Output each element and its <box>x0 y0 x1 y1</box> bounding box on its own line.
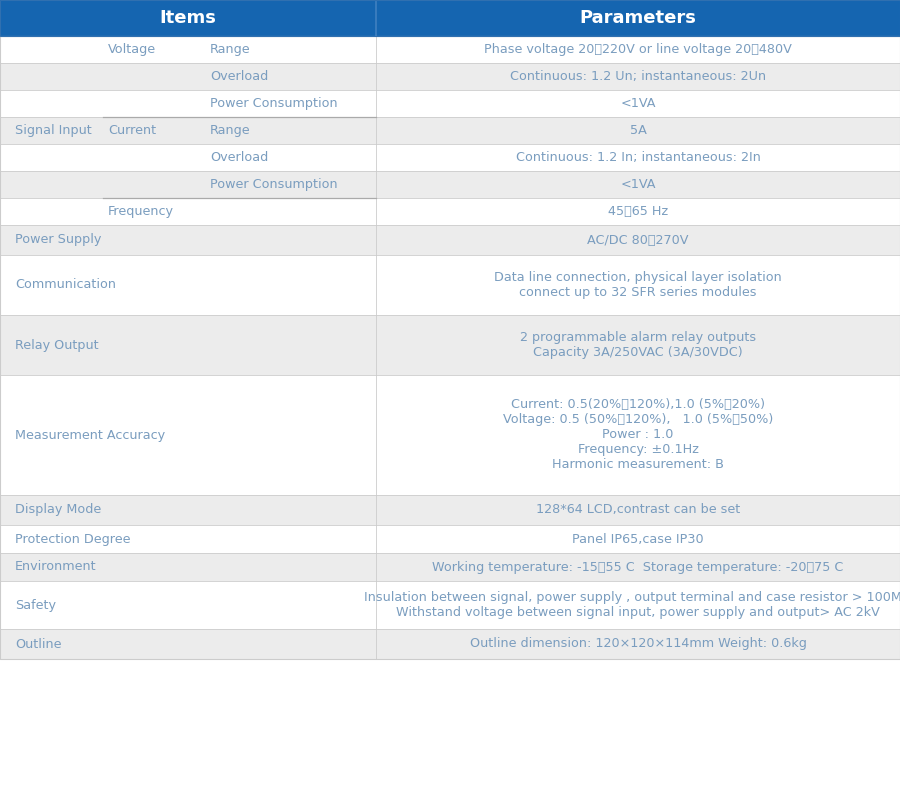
Bar <box>0 36 900 659</box>
Bar <box>0 0 900 36</box>
Text: Power Consumption: Power Consumption <box>210 178 338 191</box>
Text: <1VA: <1VA <box>620 97 656 110</box>
Text: Frequency: ±0.1Hz: Frequency: ±0.1Hz <box>578 443 698 457</box>
Text: Data line connection, physical layer isolation: Data line connection, physical layer iso… <box>494 271 782 284</box>
Bar <box>0 315 900 375</box>
Text: Overload: Overload <box>210 70 268 83</box>
Text: Insulation between signal, power supply , output terminal and case resistor > 10: Insulation between signal, power supply … <box>364 591 900 604</box>
Text: Panel IP65,case IP30: Panel IP65,case IP30 <box>572 532 704 546</box>
Text: connect up to 32 SFR series modules: connect up to 32 SFR series modules <box>519 286 757 299</box>
Bar <box>0 36 900 63</box>
Text: Frequency: Frequency <box>108 205 174 218</box>
Bar <box>0 553 900 581</box>
Text: Current: Current <box>108 124 156 137</box>
Text: Outline dimension: 120×120×114mm Weight: 0.6kg: Outline dimension: 120×120×114mm Weight:… <box>470 638 806 650</box>
Bar <box>0 525 900 553</box>
Text: Range: Range <box>210 43 250 56</box>
Bar <box>0 225 900 255</box>
Text: Phase voltage 20～220V or line voltage 20～480V: Phase voltage 20～220V or line voltage 20… <box>484 43 792 56</box>
Text: Outline: Outline <box>15 638 61 650</box>
Text: Voltage: 0.5 (50%～120%),   1.0 (5%～50%): Voltage: 0.5 (50%～120%), 1.0 (5%～50%) <box>503 413 773 427</box>
Text: Safety: Safety <box>15 599 56 611</box>
Text: Capacity 3A/250VAC (3A/30VDC): Capacity 3A/250VAC (3A/30VDC) <box>534 346 742 359</box>
Bar <box>0 198 900 225</box>
Bar <box>0 495 900 525</box>
Text: Communication: Communication <box>15 279 116 292</box>
Text: Withstand voltage between signal input, power supply and output> AC 2kV: Withstand voltage between signal input, … <box>396 606 880 619</box>
Bar <box>0 171 900 198</box>
Bar <box>0 375 900 495</box>
Text: AC/DC 80～270V: AC/DC 80～270V <box>588 234 688 246</box>
Bar <box>0 144 900 171</box>
Text: 128*64 LCD,contrast can be set: 128*64 LCD,contrast can be set <box>536 503 740 517</box>
Text: Power Supply: Power Supply <box>15 234 102 246</box>
Text: 2 programmable alarm relay outputs: 2 programmable alarm relay outputs <box>520 331 756 344</box>
Text: Measurement Accuracy: Measurement Accuracy <box>15 428 165 442</box>
Bar <box>0 63 900 90</box>
Text: Overload: Overload <box>210 151 268 164</box>
Text: Voltage: Voltage <box>108 43 156 56</box>
Bar <box>0 117 900 144</box>
Bar <box>0 90 900 117</box>
Bar <box>0 581 900 629</box>
Text: Continuous: 1.2 Un; instantaneous: 2Un: Continuous: 1.2 Un; instantaneous: 2Un <box>510 70 766 83</box>
Text: Power : 1.0: Power : 1.0 <box>602 428 674 442</box>
Bar <box>0 0 900 36</box>
Text: Protection Degree: Protection Degree <box>15 532 130 546</box>
Bar <box>0 629 900 659</box>
Text: Range: Range <box>210 124 250 137</box>
Text: Harmonic measurement: B: Harmonic measurement: B <box>553 458 724 472</box>
Text: Parameters: Parameters <box>580 9 697 27</box>
Text: Items: Items <box>159 9 217 27</box>
Text: Display Mode: Display Mode <box>15 503 101 517</box>
Text: Relay Output: Relay Output <box>15 338 99 352</box>
Text: Environment: Environment <box>15 560 96 574</box>
Text: Current: 0.5(20%～120%),1.0 (5%～20%): Current: 0.5(20%～120%),1.0 (5%～20%) <box>511 398 765 412</box>
Text: Signal Input: Signal Input <box>15 124 92 137</box>
Text: Continuous: 1.2 In; instantaneous: 2In: Continuous: 1.2 In; instantaneous: 2In <box>516 151 760 164</box>
Text: Working temperature: -15～55 C  Storage temperature: -20～75 C: Working temperature: -15～55 C Storage te… <box>432 560 844 574</box>
Text: Power Consumption: Power Consumption <box>210 97 338 110</box>
Bar <box>0 255 900 315</box>
Text: 5A: 5A <box>630 124 646 137</box>
Text: <1VA: <1VA <box>620 178 656 191</box>
Text: 45～65 Hz: 45～65 Hz <box>608 205 668 218</box>
